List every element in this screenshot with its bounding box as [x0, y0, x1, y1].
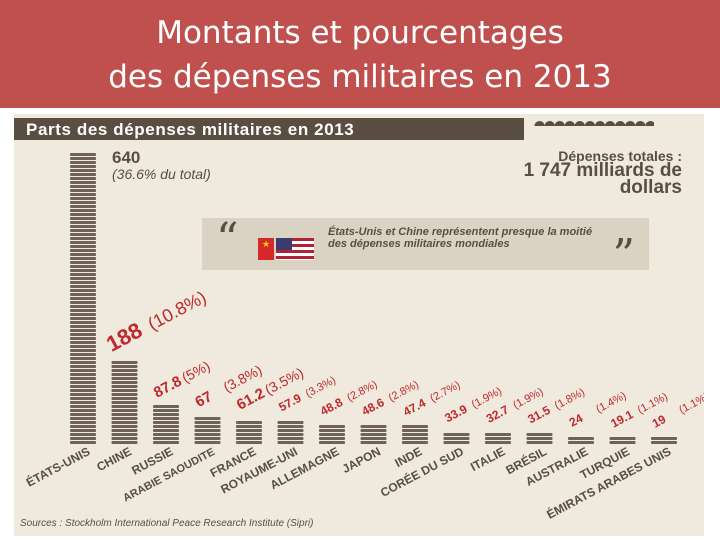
bar-13 [568, 437, 594, 444]
quote-text: États-Unis et Chine représentent presque… [328, 226, 593, 250]
flag-china-icon: ★ [258, 238, 274, 260]
total-value: 1 747 milliards de dollars [523, 160, 682, 198]
bar-15 [651, 437, 677, 444]
soldier-icon: ⯊⯊⯊⯊⯊⯊⯊⯊⯊⯊⯊⯊⯊⯊⯊⯊ [534, 118, 654, 134]
bar-chart: ÉTATS-UNIS CHINE188(10.8%)RUSSIE87.8(5%)A… [23, 153, 704, 522]
value-label: 48.8 [318, 395, 345, 418]
infographic-header: Parts des dépenses militaires en 2013 [14, 118, 524, 140]
source-note: Sources : Stockholm International Peace … [20, 518, 314, 529]
category-label: ÉTATS-UNIS [23, 443, 92, 489]
percent-label: (1.1%) [636, 391, 670, 417]
percent-label: (5%) [179, 358, 213, 386]
total-label: Dépenses totales : [558, 148, 682, 164]
bar-14 [609, 437, 636, 444]
infographic-header-title: Parts des dépenses militaires en 2013 [26, 120, 355, 139]
bar-11 [485, 433, 511, 444]
us-percent-label: (36.6% du total) [112, 166, 211, 182]
bar-9 [402, 425, 428, 444]
value-label: 19.1 [608, 407, 635, 430]
percent-label: (3.5%) [262, 364, 306, 397]
flag-usa-icon [276, 238, 314, 260]
slide-title-line1: Montants et pourcentages [156, 15, 564, 51]
quote-close-icon: ” [612, 230, 636, 281]
value-label: 48.6 [359, 395, 386, 418]
bar-1 [70, 153, 96, 444]
bar-4 [194, 417, 221, 444]
bar-6 [277, 421, 304, 444]
value-label: 67 [192, 388, 215, 411]
bar-8 [360, 425, 387, 444]
percent-label: (1.8%) [553, 386, 587, 412]
percent-label: (1.1%) [677, 391, 704, 417]
category-label: ITALIE [468, 444, 507, 474]
us-value-label: 640 [112, 148, 141, 167]
slide-title-line2: des dépenses militaires en 2013 [108, 59, 612, 95]
bar-12 [526, 433, 553, 444]
value-label: 31.5 [525, 403, 552, 426]
bar-3 [153, 405, 179, 444]
quote-box: “ ★ États-Unis et Chine représentent pre… [202, 214, 649, 278]
value-label: 19 [650, 412, 669, 431]
category-label: CHINE [94, 444, 134, 474]
value-label: 24 [567, 411, 586, 430]
bar-5 [236, 421, 262, 444]
category-label: CORÉE DU SUD [378, 443, 467, 500]
bar-10 [443, 433, 470, 444]
infographic-panel: Parts des dépenses militaires en 2013 ⯊⯊… [14, 114, 704, 536]
percent-label: (3.3%) [304, 374, 338, 400]
slide-title: Montants et pourcentages des dépenses mi… [0, 0, 720, 108]
value-label: 47.4 [401, 396, 428, 419]
percent-label: (2.7%) [428, 379, 462, 405]
bar-2 [111, 361, 138, 444]
value-label: 87.8 [151, 373, 185, 402]
value-label: 57.9 [276, 391, 303, 414]
value-label: 188 [102, 317, 146, 356]
bar-7 [319, 425, 345, 444]
value-label: 32.7 [484, 402, 511, 425]
quote-open-icon: “ [216, 214, 239, 265]
category-label: JAPON [340, 444, 383, 476]
value-label: 33.9 [442, 402, 469, 425]
percent-label: (10.8%) [144, 287, 209, 334]
